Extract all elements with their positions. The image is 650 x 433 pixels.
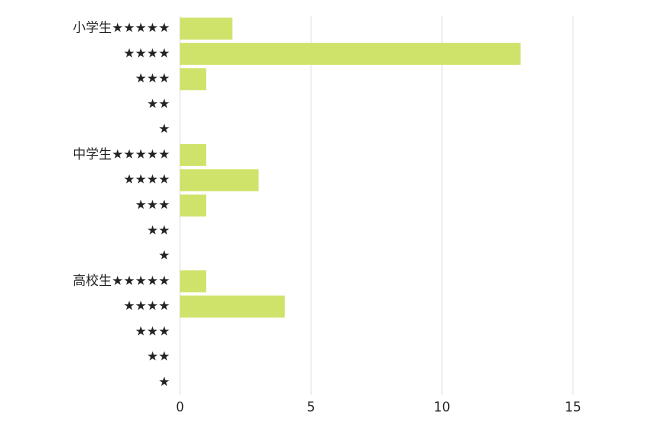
y-tick-label: ★★★ [135, 198, 170, 213]
bar [180, 270, 207, 293]
y-tick-label: ★★ [147, 97, 170, 112]
y-tick-label: ★★★★ [123, 46, 170, 61]
bar [180, 194, 207, 217]
y-tick-label: ★★★ [135, 324, 170, 339]
y-tick-label: ★ [158, 249, 170, 264]
y-tick-label: 小学生★★★★★ [73, 20, 170, 36]
x-tick-label: 15 [565, 401, 582, 416]
y-tick-label: ★ [158, 122, 170, 137]
y-tick-label: ★★★★ [123, 299, 170, 314]
y-tick-label: ★★★ [135, 72, 170, 87]
y-tick-label: ★★★★ [123, 173, 170, 188]
y-tick-label: 中学生★★★★★ [73, 146, 170, 162]
y-tick-label: ★ [158, 375, 170, 390]
x-tick-label: 5 [307, 401, 315, 416]
bar [180, 17, 233, 40]
y-tick-label: 高校生★★★★★ [73, 273, 170, 289]
y-tick-label: ★★ [147, 223, 170, 238]
bar [180, 143, 207, 166]
bar [180, 295, 285, 318]
x-tick-label: 0 [176, 401, 184, 416]
bar [180, 68, 207, 91]
bar [180, 169, 259, 192]
y-tick-label: ★★ [147, 350, 170, 365]
x-tick-label: 10 [434, 401, 451, 416]
bar [180, 42, 521, 65]
